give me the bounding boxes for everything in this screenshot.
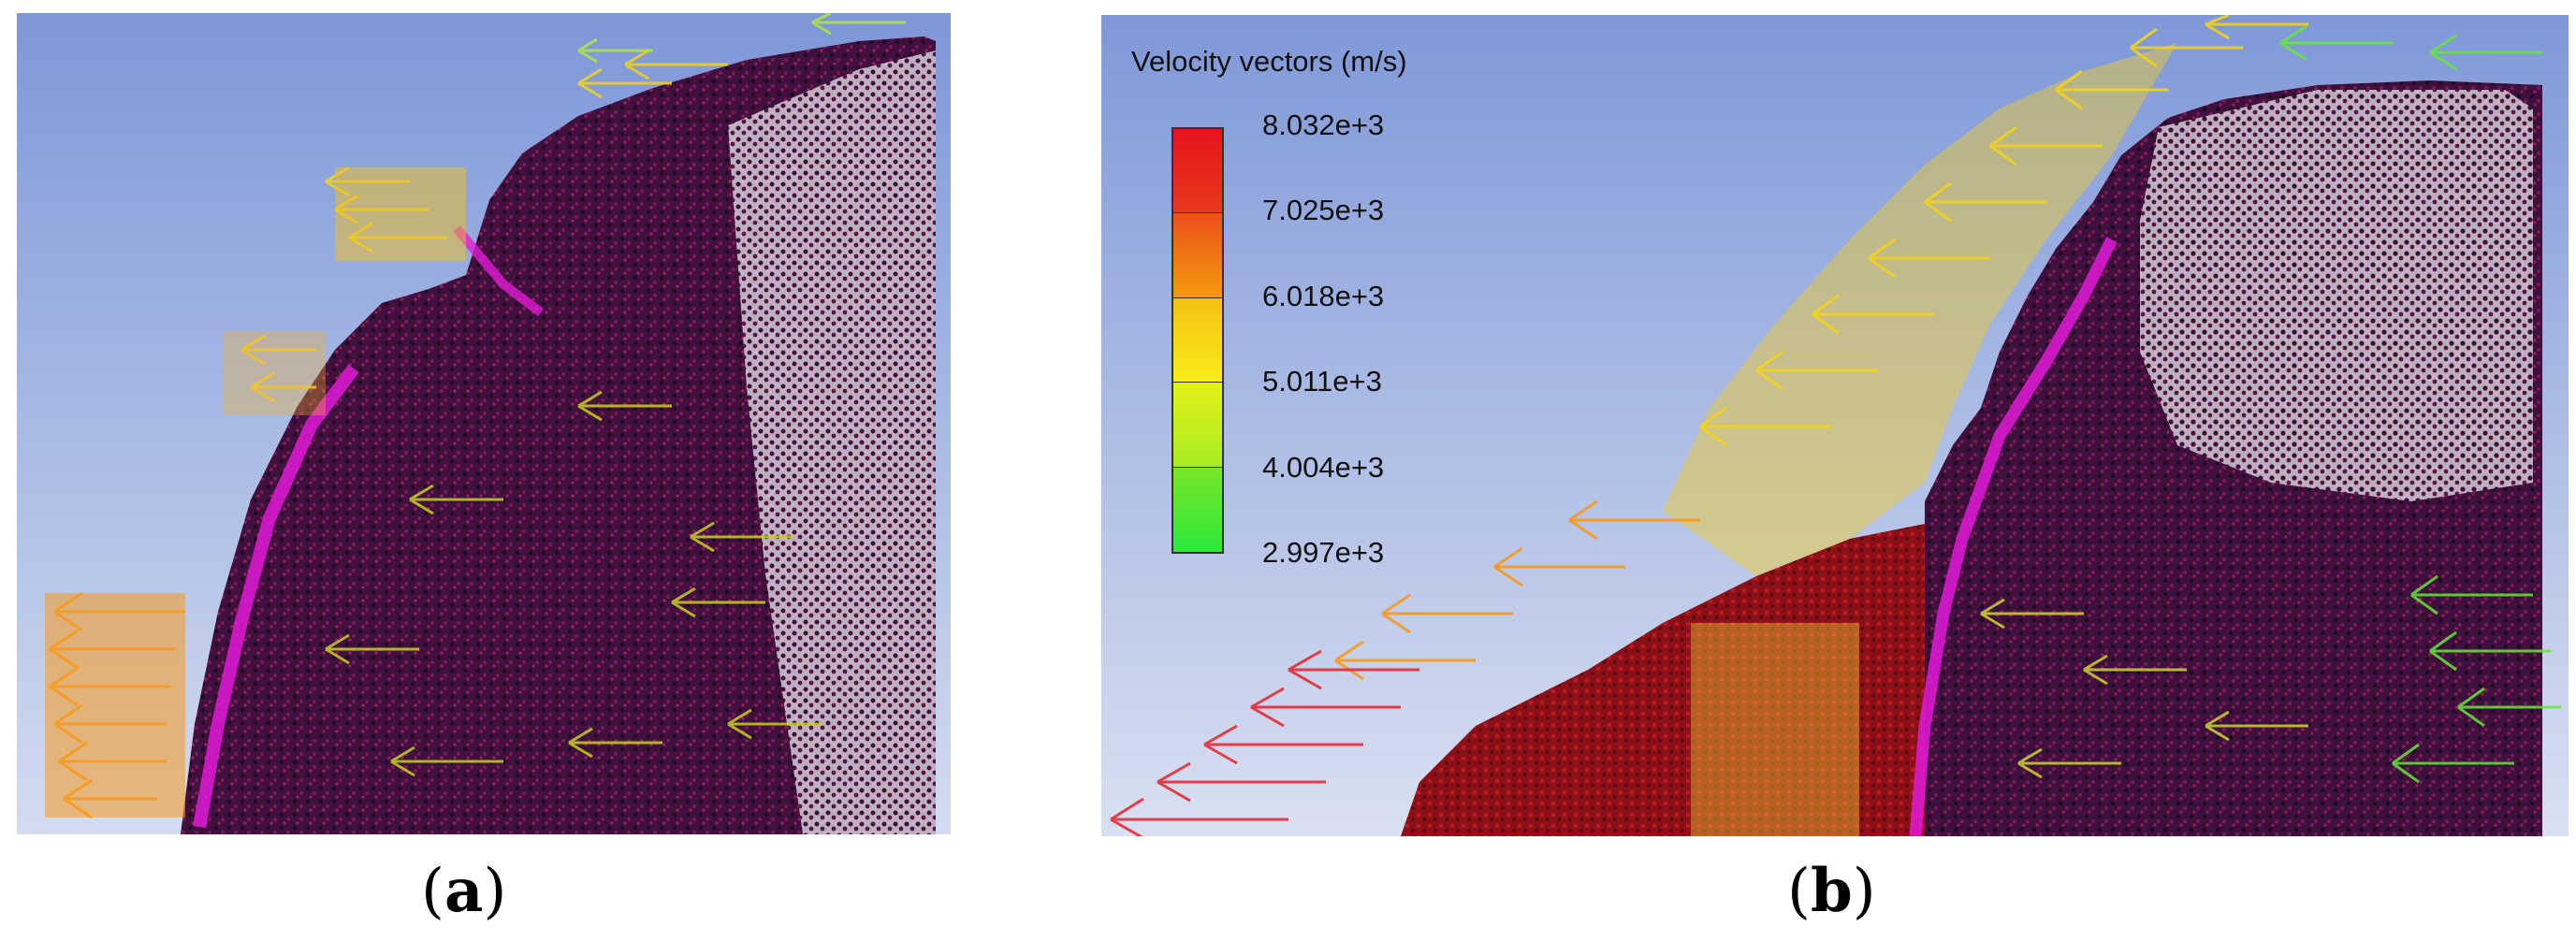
legend-title: Velocity vectors (m/s): [1131, 45, 1407, 78]
legend-segment-4: [1173, 383, 1222, 468]
legend-color-bar: [1172, 127, 1224, 554]
legend-segment-1: [1173, 129, 1222, 214]
legend-segment-5: [1173, 467, 1222, 552]
legend-tick-2: 7.025e+3: [1262, 194, 1385, 226]
particle-sparse-region: [2140, 90, 2533, 501]
particle-sparse-region: [728, 51, 936, 834]
green-vectors: [2279, 24, 2561, 784]
orange-vector-cluster: [45, 593, 185, 818]
shock-front-upper: [453, 224, 544, 316]
legend-segment-2: [1173, 213, 1222, 298]
yellow-vectors: [1699, 15, 2308, 447]
orange-vectors: [1334, 499, 1700, 681]
yellow-vector-cluster: [335, 167, 466, 261]
caption-b-label: b: [1810, 856, 1853, 926]
interior-vectors: [325, 390, 822, 777]
orange-yellow-cluster: [223, 331, 326, 415]
legend-tick-5: 4.004e+3: [1262, 451, 1385, 484]
legend-segment-3: [1173, 297, 1222, 384]
shock-front-line: [1909, 237, 2118, 836]
caption-a: (a): [421, 856, 507, 926]
shock-front-line: [193, 364, 359, 829]
legend-tick-4: 5.011e+3: [1262, 365, 1382, 398]
legend-tick-3: 6.018e+3: [1262, 280, 1385, 312]
caption-a-label: a: [444, 856, 484, 926]
panel-a-simulation-image: [17, 13, 951, 834]
caption-b: (b): [1787, 856, 1876, 926]
legend-tick-1: 8.032e+3: [1262, 109, 1385, 141]
interior-vectors: [1980, 598, 2308, 779]
panel-a-svg: [17, 13, 951, 834]
panel-b-svg: [1101, 15, 2569, 836]
panel-b-simulation-image: Velocity vectors (m/s) 8.032e+3 7.025e+3…: [1101, 15, 2569, 836]
yellow-vector-cluster: [1691, 623, 1859, 836]
yellow-vector-band: [1663, 43, 2177, 576]
legend-tick-6: 2.997e+3: [1262, 536, 1385, 569]
red-vectors: [1110, 649, 1419, 836]
green-vectors-top: [577, 13, 906, 64]
